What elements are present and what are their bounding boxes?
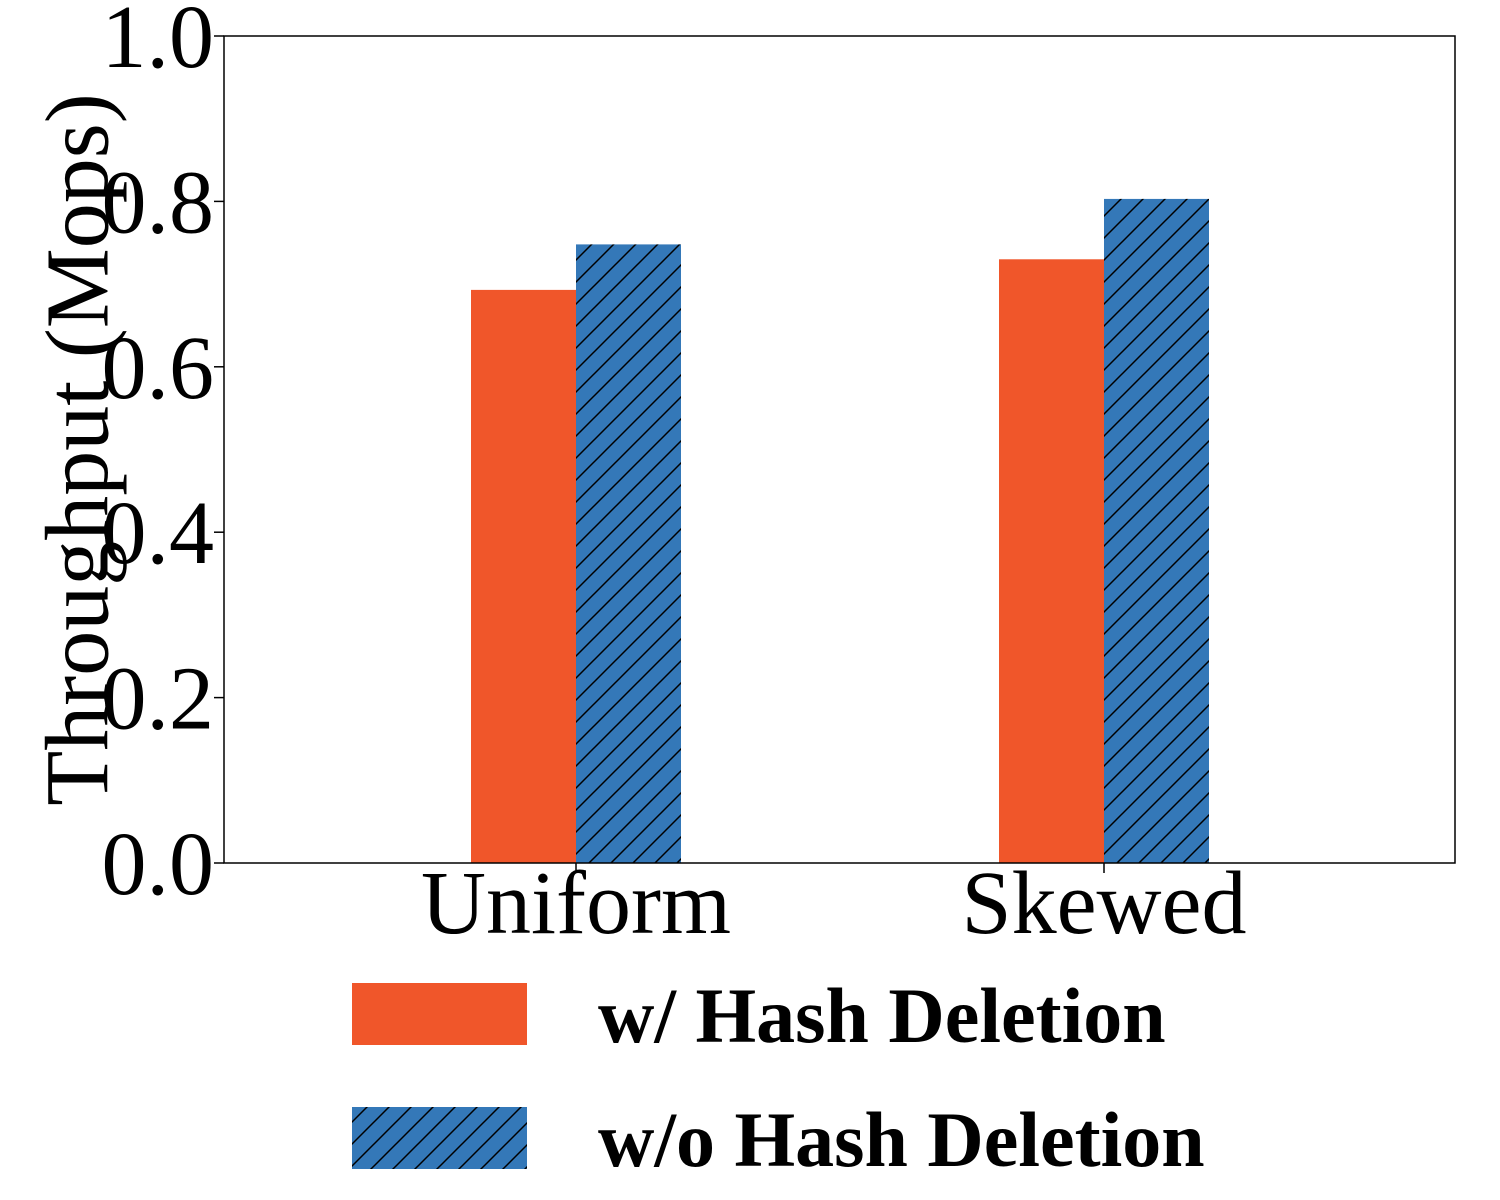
bar-hatch-skewed-series-2 (1104, 198, 1209, 863)
legend-label-series-2: w/o Hash Deletion (598, 1096, 1205, 1183)
y-tick-label: 0.4 (102, 484, 215, 583)
bar-skewed-series-1 (999, 259, 1104, 863)
plot-frame (223, 35, 1456, 864)
bar-hatch-uniform-series-2 (576, 244, 681, 864)
y-tick-label: 0.8 (102, 153, 215, 252)
bar-uniform-series-1 (471, 289, 576, 863)
bars-group (471, 198, 1209, 864)
x-axis: Uniform Skewed (421, 854, 1246, 953)
y-axis-title: Throughput (Mops) (29, 93, 128, 805)
y-tick-label: 0.2 (102, 650, 215, 749)
legend-swatch-hatch-series-2 (352, 1107, 527, 1169)
y-axis: 0.0 0.2 0.4 0.6 0.8 1.0 (102, 0, 224, 914)
y-tick-label: 0.0 (102, 815, 215, 914)
x-tick-label-uniform: Uniform (421, 854, 731, 953)
legend-swatch-series-1 (352, 983, 527, 1045)
legend-label-series-1: w/ Hash Deletion (598, 972, 1166, 1059)
y-tick-label: 1.0 (102, 0, 215, 87)
y-tick-label: 0.6 (102, 319, 215, 418)
legend: w/ Hash Deletion w/o Hash Deletion (352, 972, 1205, 1183)
x-tick-label-skewed: Skewed (962, 854, 1247, 953)
